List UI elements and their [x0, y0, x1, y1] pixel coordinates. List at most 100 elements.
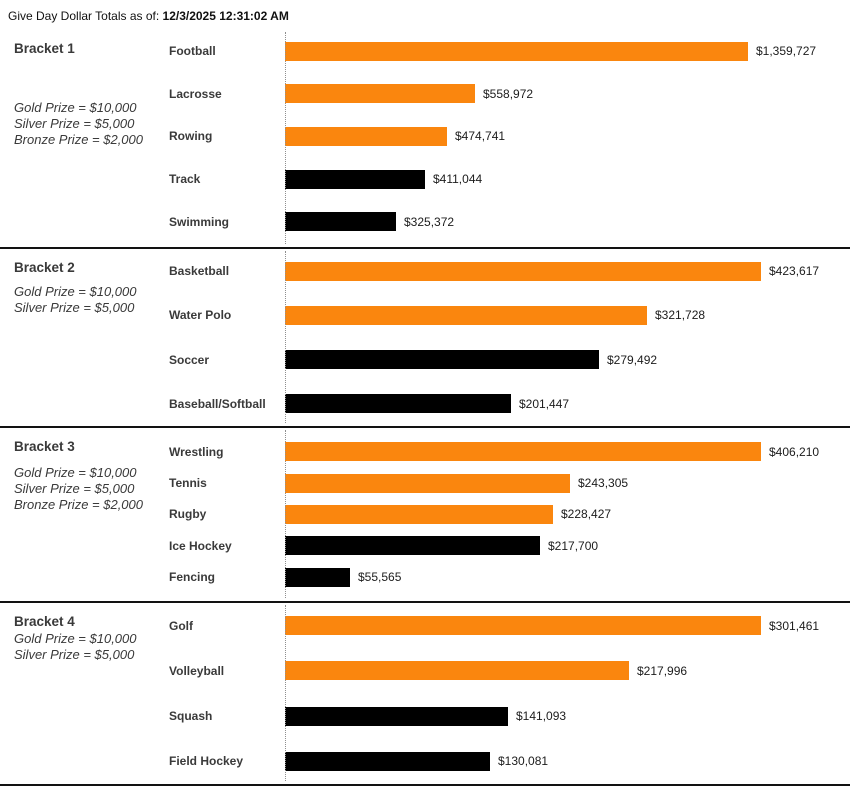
value-label: $406,210	[769, 444, 820, 459]
bar-row: Tennis $243,305	[165, 473, 850, 493]
value-bar	[285, 126, 447, 146]
bar-rows: Football $1,359,727 Lacrosse $558,972 Rowing…	[165, 30, 850, 247]
prize-line: Gold Prize = $10,000	[14, 631, 137, 646]
sport-label: Track	[169, 172, 201, 187]
value-label: $217,996	[637, 663, 688, 678]
prize-line: Bronze Prize = $2,000	[14, 497, 143, 512]
bar-row: Swimming $325,372	[165, 212, 850, 232]
bracket-title: Bracket 2	[14, 260, 75, 275]
value-label: $243,305	[578, 476, 629, 491]
value-label: $228,427	[561, 507, 612, 522]
prize-line: Silver Prize = $5,000	[14, 116, 135, 131]
prize-line: Silver Prize = $5,000	[14, 300, 135, 315]
value-bar	[285, 536, 540, 556]
value-bar	[285, 567, 350, 587]
bar-row: Rugby $228,427	[165, 504, 850, 524]
sport-label: Swimming	[169, 214, 230, 229]
bar-row: Ice Hockey $217,700	[165, 536, 850, 556]
sport-label: Ice Hockey	[169, 538, 232, 553]
sport-label: Wrestling	[169, 444, 224, 459]
value-bar	[285, 442, 761, 462]
bar-row: Volleyball $217,996	[165, 661, 850, 681]
value-bar	[285, 751, 490, 771]
sport-label: Lacrosse	[169, 86, 222, 101]
bar-rows: Basketball $423,617 Water Polo $321,728 Socc…	[165, 249, 850, 426]
sport-label: Rugby	[169, 507, 207, 522]
sport-label: Basketball	[169, 264, 230, 279]
value-bar	[285, 212, 396, 232]
prize-list: Gold Prize = $10,000 Silver Prize = $5,00…	[14, 284, 165, 316]
bar-rows: Golf $301,461 Volleyball $217,996 Squash $141…	[165, 603, 850, 784]
sport-label: Baseball/Softball	[169, 396, 266, 411]
value-label: $301,461	[769, 618, 820, 633]
value-bar	[285, 616, 761, 636]
value-label: $130,081	[498, 754, 549, 769]
value-bar	[285, 661, 629, 681]
bracket-title: Bracket 1	[14, 41, 75, 56]
prize-list: Gold Prize = $10,000 Silver Prize = $5,00…	[14, 631, 165, 663]
bar-row: Rowing $474,741	[165, 126, 850, 146]
prize-line: Bronze Prize = $2,000	[14, 132, 143, 147]
bar-row: Field Hockey $130,081	[165, 751, 850, 771]
prize-line: Silver Prize = $5,000	[14, 647, 135, 662]
bar-row: Basketball $423,617	[165, 261, 850, 281]
bar-row: Water Polo $321,728	[165, 305, 850, 325]
value-label: $141,093	[516, 709, 567, 724]
bracket-info: Bracket 4 Gold Prize = $10,000 Silver Priz…	[0, 603, 165, 784]
sport-label: Tennis	[169, 476, 207, 491]
bracket-info: Bracket 1 Gold Prize = $10,000 Silver Priz…	[0, 30, 165, 247]
bar-row: Track $411,044	[165, 169, 850, 189]
value-label: $474,741	[455, 129, 506, 144]
sport-label: Field Hockey	[169, 754, 244, 769]
bar-row: Squash $141,093	[165, 706, 850, 726]
bracket-panel: Bracket 4 Gold Prize = $10,000 Silver Priz…	[0, 603, 850, 786]
sport-label: Soccer	[169, 352, 210, 367]
value-label: $279,492	[607, 352, 658, 367]
axis-baseline	[285, 430, 286, 598]
bar-row: Football $1,359,727	[165, 41, 850, 61]
value-bar	[285, 41, 748, 61]
value-bar	[285, 84, 475, 104]
value-bar	[285, 350, 599, 370]
value-label: $321,728	[655, 308, 706, 323]
value-bar	[285, 706, 508, 726]
value-bar	[285, 504, 553, 524]
bar-row: Golf $301,461	[165, 616, 850, 636]
value-label: $423,617	[769, 264, 820, 279]
brackets: Bracket 1 Gold Prize = $10,000 Silver Priz…	[0, 30, 850, 786]
value-label: $558,972	[483, 86, 534, 101]
sport-label: Football	[169, 44, 216, 59]
bar-row: Baseball/Softball $201,447	[165, 394, 850, 414]
value-bar	[285, 261, 761, 281]
value-bar	[285, 305, 647, 325]
prize-line: Silver Prize = $5,000	[14, 481, 135, 496]
prize-line: Gold Prize = $10,000	[14, 100, 137, 115]
bar-row: Wrestling $406,210	[165, 442, 850, 462]
bar-rows: Wrestling $406,210 Tennis $243,305 Rugby $228…	[165, 428, 850, 601]
value-bar	[285, 394, 511, 414]
bar-row: Fencing $55,565	[165, 567, 850, 587]
value-label: $325,372	[404, 214, 455, 229]
bracket-title: Bracket 4	[14, 614, 75, 629]
sport-label: Fencing	[169, 570, 216, 585]
axis-baseline	[285, 251, 286, 423]
bar-row: Lacrosse $558,972	[165, 84, 850, 104]
prize-line: Gold Prize = $10,000	[14, 465, 137, 480]
value-label: $55,565	[358, 570, 402, 585]
bracket-info: Bracket 2 Gold Prize = $10,000 Silver Priz…	[0, 249, 165, 426]
report-timestamp: 12/3/2025 12:31:02 AM	[162, 9, 289, 23]
value-label: $201,447	[519, 396, 570, 411]
bracket-panel: Bracket 2 Gold Prize = $10,000 Silver Priz…	[0, 249, 850, 428]
sport-label: Rowing	[169, 129, 213, 144]
prize-list: Gold Prize = $10,000 Silver Prize = $5,00…	[14, 100, 165, 148]
sport-label: Water Polo	[169, 308, 232, 323]
value-label: $217,700	[548, 538, 599, 553]
value-bar	[285, 473, 570, 493]
axis-baseline	[285, 32, 286, 244]
value-label: $411,044	[433, 172, 483, 187]
prize-line: Gold Prize = $10,000	[14, 284, 137, 299]
bracket-panel: Bracket 3 Gold Prize = $10,000 Silver Priz…	[0, 428, 850, 603]
bracket-panel: Bracket 1 Gold Prize = $10,000 Silver Priz…	[0, 30, 850, 249]
axis-baseline	[285, 605, 286, 781]
